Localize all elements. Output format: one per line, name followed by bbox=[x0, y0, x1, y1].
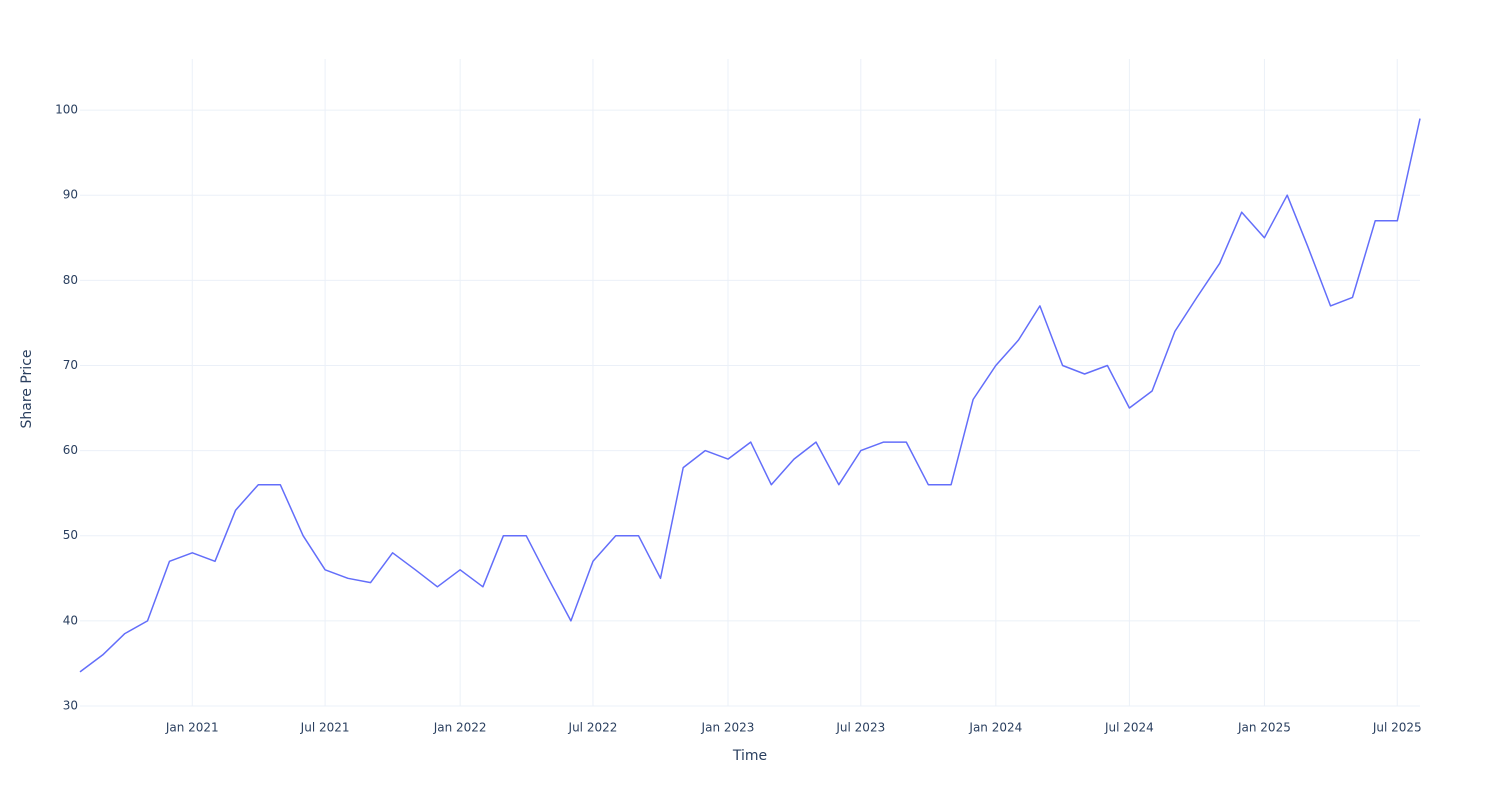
y-tick-label: 100 bbox=[55, 103, 78, 117]
y-tick-label: 40 bbox=[63, 613, 78, 627]
x-tick-label: Jan 2025 bbox=[1237, 721, 1291, 735]
x-tick-label: Jan 2024 bbox=[968, 721, 1022, 735]
x-tick-label: Jul 2022 bbox=[568, 721, 618, 735]
y-tick-label: 50 bbox=[63, 528, 78, 542]
x-tick-label: Jul 2024 bbox=[1104, 721, 1154, 735]
y-tick-label: 90 bbox=[63, 188, 78, 202]
price-line bbox=[79, 118, 1421, 673]
y-tick-label: 30 bbox=[63, 699, 78, 713]
x-tick-label: Jul 2021 bbox=[300, 721, 350, 735]
x-tick-label: Jan 2023 bbox=[701, 721, 755, 735]
x-tick-label: Jan 2021 bbox=[165, 721, 219, 735]
y-tick-label: 70 bbox=[63, 358, 78, 372]
x-tick-label: Jan 2022 bbox=[433, 721, 487, 735]
x-tick-label: Jul 2025 bbox=[1372, 721, 1422, 735]
y-tick-label: 80 bbox=[63, 273, 78, 287]
y-tick-label: 60 bbox=[63, 443, 78, 457]
x-axis-title: Time bbox=[732, 748, 767, 764]
y-axis-title: Share Price bbox=[19, 349, 35, 428]
x-tick-label: Jul 2023 bbox=[835, 721, 885, 735]
